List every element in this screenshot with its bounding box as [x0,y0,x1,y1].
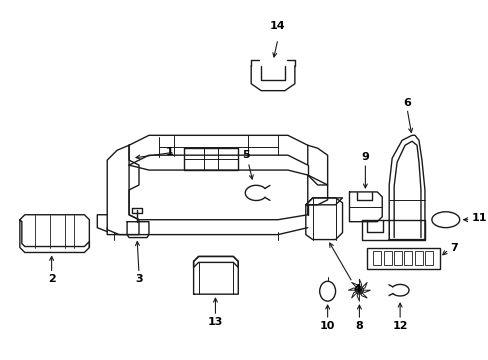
Text: 13: 13 [207,317,223,327]
Text: 2: 2 [48,274,56,284]
Bar [403,252,411,265]
Text: 4: 4 [353,284,361,294]
Bar [366,248,439,269]
Text: 10: 10 [319,321,335,331]
Text: 14: 14 [270,21,285,31]
Bar [424,252,432,265]
Bar [414,252,422,265]
Text: 9: 9 [361,152,368,162]
Text: 7: 7 [449,243,457,252]
Text: 8: 8 [355,321,363,331]
Text: 11: 11 [470,213,486,223]
Bar [393,252,401,265]
Text: 1: 1 [165,147,173,157]
Text: 5: 5 [242,150,249,160]
Text: 12: 12 [391,321,407,331]
Text: 3: 3 [135,274,142,284]
Bar [384,252,391,265]
Text: 6: 6 [402,98,410,108]
Bar [372,252,381,265]
